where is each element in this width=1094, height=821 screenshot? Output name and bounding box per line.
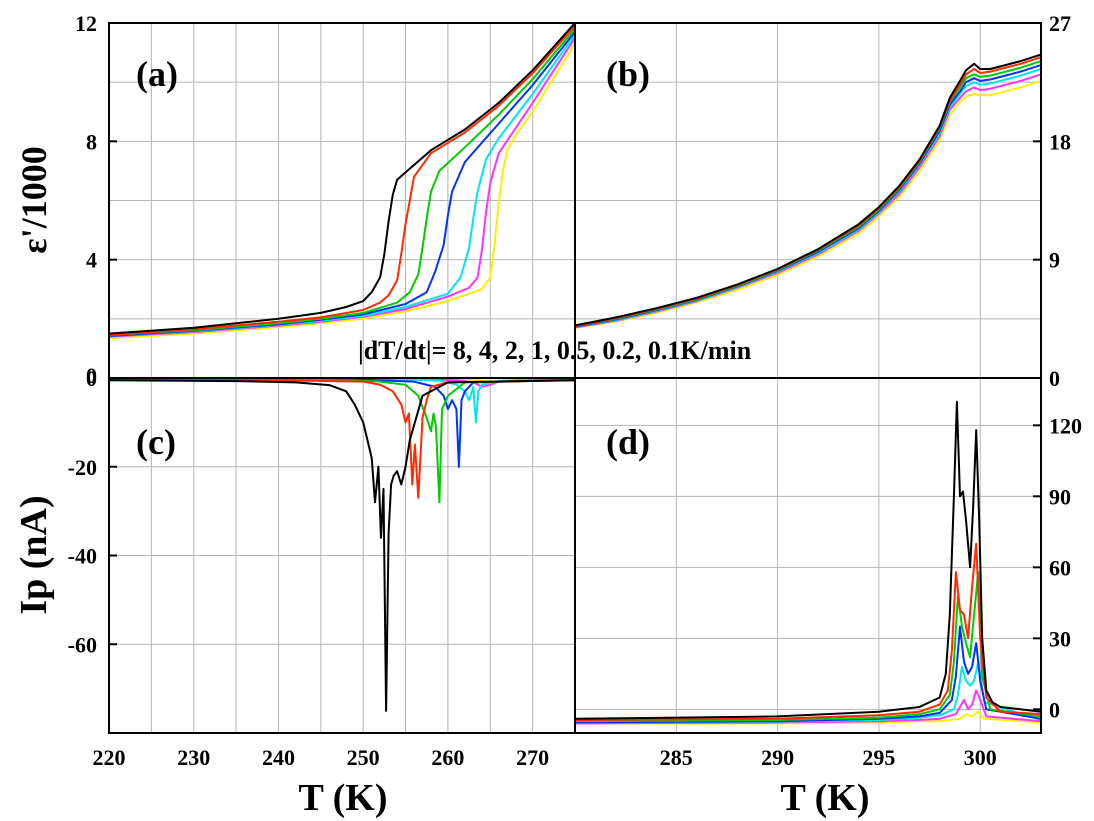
series-line-5 (575, 661, 1041, 724)
x-tick-label: 260 (431, 745, 464, 770)
x-tick-label: 290 (761, 745, 794, 770)
series-line-2 (575, 542, 1041, 721)
x-axis-label-left: T (K) (298, 777, 387, 819)
data-curves (109, 23, 1041, 725)
series-line-4 (109, 31, 575, 337)
y-tick-label: -20 (68, 455, 97, 480)
series-line-3 (109, 28, 575, 337)
y-tick-label: 18 (1049, 129, 1071, 154)
series-line-4 (575, 64, 1041, 328)
series-line-5 (109, 34, 575, 337)
series-line-1 (575, 53, 1041, 327)
rate-annotation: |dT/dt|= 8, 4, 2, 1, 0.5, 0.2, 0.1K/min (358, 336, 752, 365)
series-line-2 (109, 378, 575, 499)
x-tick-label: 240 (262, 745, 295, 770)
series-line-6 (575, 689, 1041, 725)
y-tick-label: 0 (1049, 697, 1060, 722)
y-tick-label: 12 (75, 11, 97, 36)
y-tick-label: 0 (1049, 366, 1060, 391)
series-line-5 (109, 378, 575, 424)
y-tick-label: 9 (1049, 248, 1060, 273)
y-tick-label: 4 (86, 248, 97, 273)
y-tick-label: 120 (1049, 413, 1082, 438)
series-line-3 (575, 60, 1041, 328)
y-axis-label-top: ε'/1000 (14, 146, 54, 253)
y-tick-label: -40 (68, 544, 97, 569)
x-tick-label: 230 (177, 745, 210, 770)
series-line-4 (575, 625, 1041, 724)
series-line-7 (575, 710, 1041, 725)
series-line-1 (575, 400, 1041, 720)
panel-label-d: (d) (606, 422, 650, 462)
x-tick-label: 300 (964, 745, 997, 770)
panel-label-b: (b) (606, 54, 650, 94)
x-tick-label: 220 (93, 745, 126, 770)
y-tick-label: -60 (68, 632, 97, 657)
x-axis-label-right: T (K) (780, 777, 869, 819)
x-tick-label: 250 (347, 745, 380, 770)
series-line-3 (109, 378, 575, 504)
y-tick-label: 0 (86, 363, 97, 388)
y-tick-label: 27 (1049, 11, 1071, 36)
y-tick-label: 30 (1049, 626, 1071, 651)
tick-labels: 0 4 8 120 9 18 27 -60 -40 -20 0 220 230 240 250 260 270 0… (68, 11, 1082, 770)
y-tick-label: 8 (86, 129, 97, 154)
series-line-1 (109, 23, 575, 335)
series-line-2 (109, 25, 575, 337)
y-tick-label: 60 (1049, 555, 1071, 580)
series-line-4 (109, 378, 575, 468)
series-line-7 (575, 79, 1041, 329)
y-axis-label-bottom: Ip (nA) (13, 495, 55, 614)
x-tick-label: 285 (660, 745, 693, 770)
series-line-1 (109, 379, 575, 712)
series-line-5 (575, 68, 1041, 328)
panel-frames (108, 22, 1042, 734)
series-line-7 (109, 43, 575, 340)
panel-frame (574, 377, 1042, 734)
y-tick-label: 0 (86, 366, 97, 391)
series-line-2 (575, 56, 1041, 328)
panel-label-c: (c) (136, 422, 176, 462)
x-tick-label: 295 (862, 745, 895, 770)
panel-label-a: (a) (136, 54, 178, 94)
x-tick-label: 270 (516, 745, 549, 770)
y-tick-label: 90 (1049, 484, 1071, 509)
